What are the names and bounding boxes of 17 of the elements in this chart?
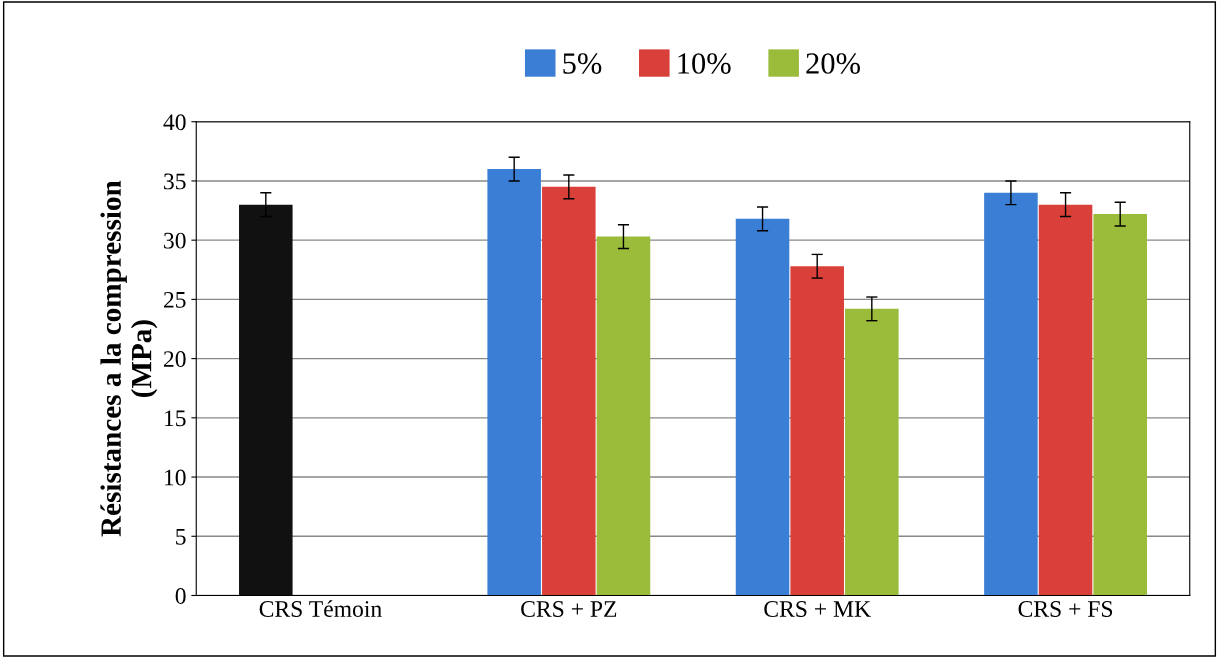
y-tick-label: 0 bbox=[175, 587, 186, 604]
y-tick-label: 15 bbox=[165, 410, 186, 427]
legend-label: 5% bbox=[563, 53, 602, 74]
x-tick-label: CRS + MK bbox=[764, 601, 871, 617]
y-tick-label: 20 bbox=[163, 351, 186, 368]
legend-label: 20% bbox=[806, 53, 860, 74]
y-tick-label: 10 bbox=[165, 469, 186, 486]
y-tick-label: 30 bbox=[164, 232, 186, 249]
y-tick-label: 40 bbox=[163, 114, 186, 131]
x-tick-label: CRS + FS bbox=[1018, 601, 1113, 617]
y-tick-label: 5 bbox=[176, 529, 186, 545]
y-tick-label: 25 bbox=[163, 291, 186, 308]
legend-label: 10% bbox=[678, 53, 731, 74]
y-tick-label: 35 bbox=[164, 173, 186, 190]
x-tick-label: CRS + PZ bbox=[521, 601, 617, 617]
x-tick-label: CRS Témoin bbox=[259, 600, 382, 617]
y-axis-title: Résistances a la compression (MPa) bbox=[100, 180, 158, 537]
